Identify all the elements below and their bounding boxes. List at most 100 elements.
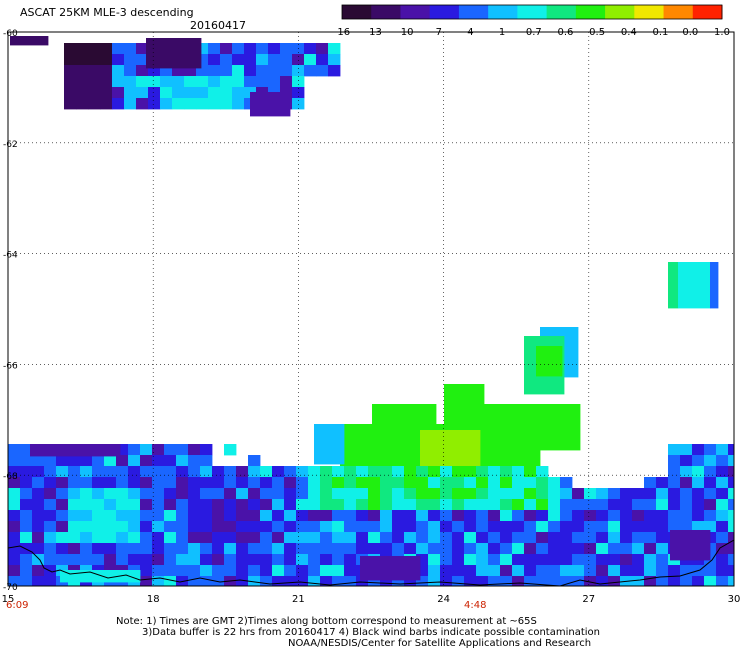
- data-cell: [728, 543, 734, 555]
- data-cell: [20, 444, 33, 456]
- data-cell: [320, 565, 333, 577]
- data-cell: [188, 521, 201, 533]
- data-cell: [488, 510, 501, 522]
- data-cell: [464, 576, 477, 586]
- data-cell: [152, 455, 165, 467]
- data-cell: [116, 466, 129, 478]
- data-cell: [140, 576, 153, 586]
- data-cell: [272, 466, 285, 478]
- data-cell: [488, 488, 501, 500]
- data-cell: [344, 576, 357, 586]
- data-cell: [160, 76, 173, 88]
- data-cell: [184, 65, 197, 77]
- data-cell: [680, 565, 693, 577]
- data-cell: [304, 43, 317, 55]
- data-cell: [104, 477, 117, 489]
- data-cell: [268, 65, 281, 77]
- data-cell: [380, 510, 393, 522]
- data-cell: [476, 499, 489, 511]
- data-cell: [20, 532, 33, 544]
- data-cell: [608, 510, 621, 522]
- data-cell: [92, 543, 105, 555]
- data-cell: [314, 424, 345, 465]
- data-cell: [200, 565, 213, 577]
- data-cell: [292, 98, 305, 110]
- data-cell: [80, 455, 93, 467]
- data-cell: [560, 576, 573, 586]
- data-cell: [160, 98, 173, 110]
- data-cell: [128, 477, 141, 489]
- data-cell: [356, 510, 369, 522]
- data-cell: [164, 488, 177, 500]
- data-cell: [256, 65, 269, 77]
- data-cell: [392, 521, 405, 533]
- data-cell: [284, 565, 297, 577]
- data-cell: [680, 455, 693, 467]
- data-cell: [452, 576, 465, 586]
- data-cell: [164, 444, 177, 456]
- data-cell: [116, 477, 129, 489]
- data-cell: [296, 532, 309, 544]
- data-cell: [140, 510, 153, 522]
- data-cell: [124, 43, 137, 55]
- data-cell: [500, 554, 513, 566]
- data-cell: [452, 543, 465, 555]
- data-cell: [248, 488, 261, 500]
- data-cell: [88, 54, 101, 66]
- data-cell: [116, 488, 129, 500]
- data-cell: [224, 466, 237, 478]
- data-cell: [512, 499, 525, 511]
- data-cell: [440, 554, 453, 566]
- latitude-label: -60: [3, 29, 18, 39]
- data-cell: [56, 554, 69, 566]
- data-cell: [248, 543, 261, 555]
- data-cell: [308, 488, 321, 500]
- data-cell: [100, 76, 113, 88]
- data-cell: [256, 54, 269, 66]
- data-cell: [44, 455, 57, 467]
- data-cell: [464, 477, 477, 489]
- data-cell: [188, 576, 201, 586]
- data-cell: [392, 466, 405, 478]
- data-cell: [380, 499, 393, 511]
- data-cell: [80, 466, 93, 478]
- data-cell: [56, 455, 69, 467]
- data-cell: [416, 466, 429, 478]
- data-cell: [680, 521, 693, 533]
- data-cell: [572, 488, 585, 500]
- data-cell: [308, 565, 321, 577]
- data-cell: [728, 499, 734, 511]
- data-cell: [360, 556, 421, 581]
- data-cell: [152, 554, 165, 566]
- data-cell: [104, 543, 117, 555]
- data-cell: [152, 532, 165, 544]
- data-cell: [284, 521, 297, 533]
- data-cell: [296, 565, 309, 577]
- data-cell: [548, 499, 561, 511]
- data-cell: [512, 554, 525, 566]
- data-cell: [332, 510, 345, 522]
- data-cell: [620, 565, 633, 577]
- data-cell: [32, 488, 45, 500]
- data-cell: [268, 54, 281, 66]
- data-cell: [64, 65, 77, 77]
- data-cell: [320, 510, 333, 522]
- data-cell: [644, 510, 657, 522]
- data-cell: [148, 87, 161, 99]
- data-cell: [704, 444, 717, 456]
- data-cell: [200, 477, 213, 489]
- data-cell: [368, 510, 381, 522]
- data-cell: [572, 521, 585, 533]
- data-cell: [548, 576, 561, 586]
- data-cell: [80, 499, 93, 511]
- data-cell: [728, 488, 734, 500]
- data-cell: [716, 543, 729, 555]
- data-cell: [100, 43, 113, 55]
- data-cell: [656, 543, 669, 555]
- data-cell: [692, 576, 705, 586]
- data-cell: [320, 499, 333, 511]
- data-cell: [332, 532, 345, 544]
- data-cell: [380, 477, 393, 489]
- data-cell: [668, 262, 679, 309]
- data-cell: [224, 444, 237, 456]
